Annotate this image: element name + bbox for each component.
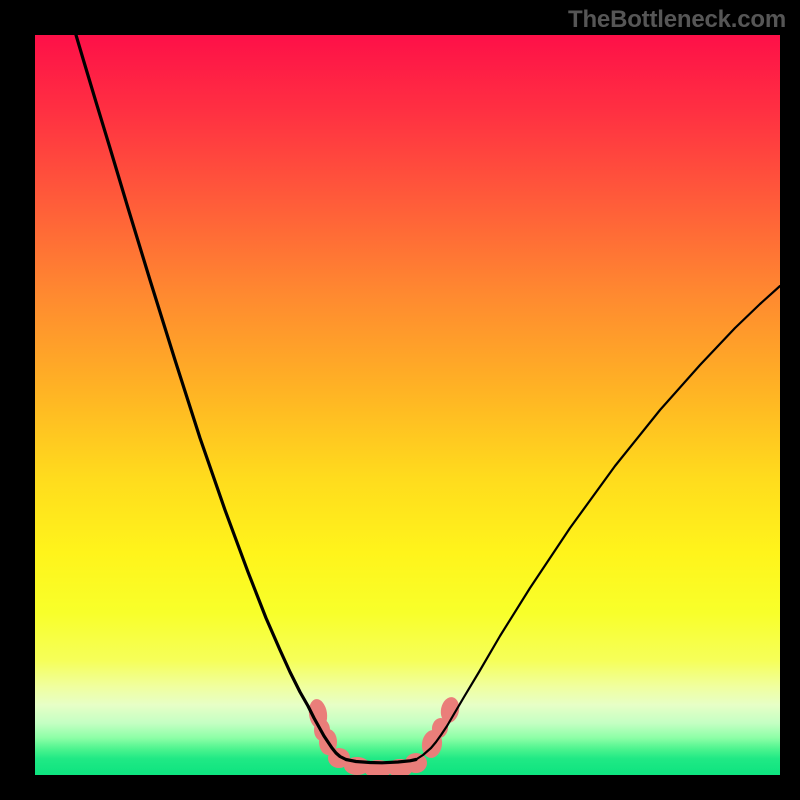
chart-frame: TheBottleneck.com — [0, 0, 800, 800]
plot-background — [35, 35, 780, 775]
watermark-text: TheBottleneck.com — [568, 6, 786, 34]
chart-canvas — [0, 0, 800, 800]
